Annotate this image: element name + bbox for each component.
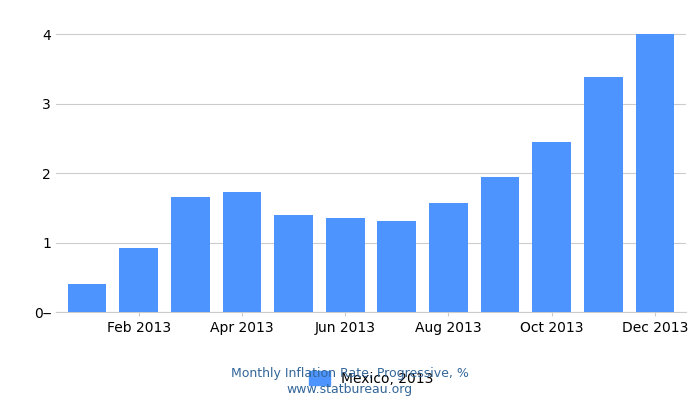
Legend: Mexico, 2013: Mexico, 2013 — [309, 371, 433, 386]
Text: www.statbureau.org: www.statbureau.org — [287, 384, 413, 396]
Bar — [429, 203, 468, 312]
Bar — [533, 142, 571, 312]
Bar — [377, 221, 416, 312]
Bar — [636, 34, 674, 312]
Bar — [223, 192, 261, 312]
Bar — [274, 215, 313, 312]
Bar — [481, 177, 519, 312]
Bar — [171, 198, 209, 312]
Bar — [68, 284, 106, 312]
Bar — [584, 77, 623, 312]
Text: Monthly Inflation Rate, Progressive, %: Monthly Inflation Rate, Progressive, % — [231, 368, 469, 380]
Bar — [119, 248, 158, 312]
Bar — [326, 218, 365, 312]
